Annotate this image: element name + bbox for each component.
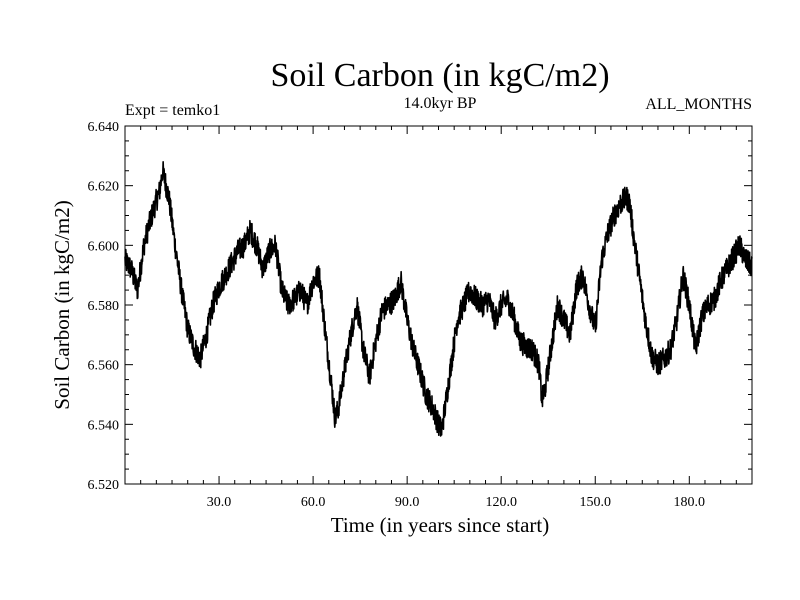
x-tick-label: 90.0 [395,495,420,510]
y-tick-label: 6.540 [88,418,120,433]
axis-ticks [125,126,752,484]
y-tick-label: 6.580 [88,299,120,314]
subtitle-experiment: Expt = temko1 [125,102,220,119]
plot-frame [124,125,753,485]
x-tick-label: 150.0 [580,495,612,510]
x-axis-title: Time (in years since start) [331,513,550,537]
x-tick-label: 120.0 [485,495,517,510]
y-tick-label: 6.520 [88,478,120,493]
y-tick-label: 6.560 [88,359,120,374]
series-line [124,160,753,437]
subtitle-period: 14.0kyr BP [404,95,477,112]
y-axis-title: Soil Carbon (in kgC/m2) [50,200,74,409]
y-tick-label: 6.600 [88,239,120,254]
x-tick-label: 60.0 [301,495,326,510]
series-layer [124,160,753,437]
chart-title: Soil Carbon (in kgC/m2) [270,57,609,94]
y-tick-label: 6.620 [88,180,120,195]
x-tick-label: 30.0 [207,495,232,510]
tick-labels: 30.0 60.0 90.0 120.0 150.0 180.0 6.520 6.540 6.5… [88,120,706,510]
y-tick-label: 6.640 [88,120,120,135]
subtitle-months: ALL_MONTHS [645,96,752,113]
x-tick-label: 180.0 [674,495,706,510]
